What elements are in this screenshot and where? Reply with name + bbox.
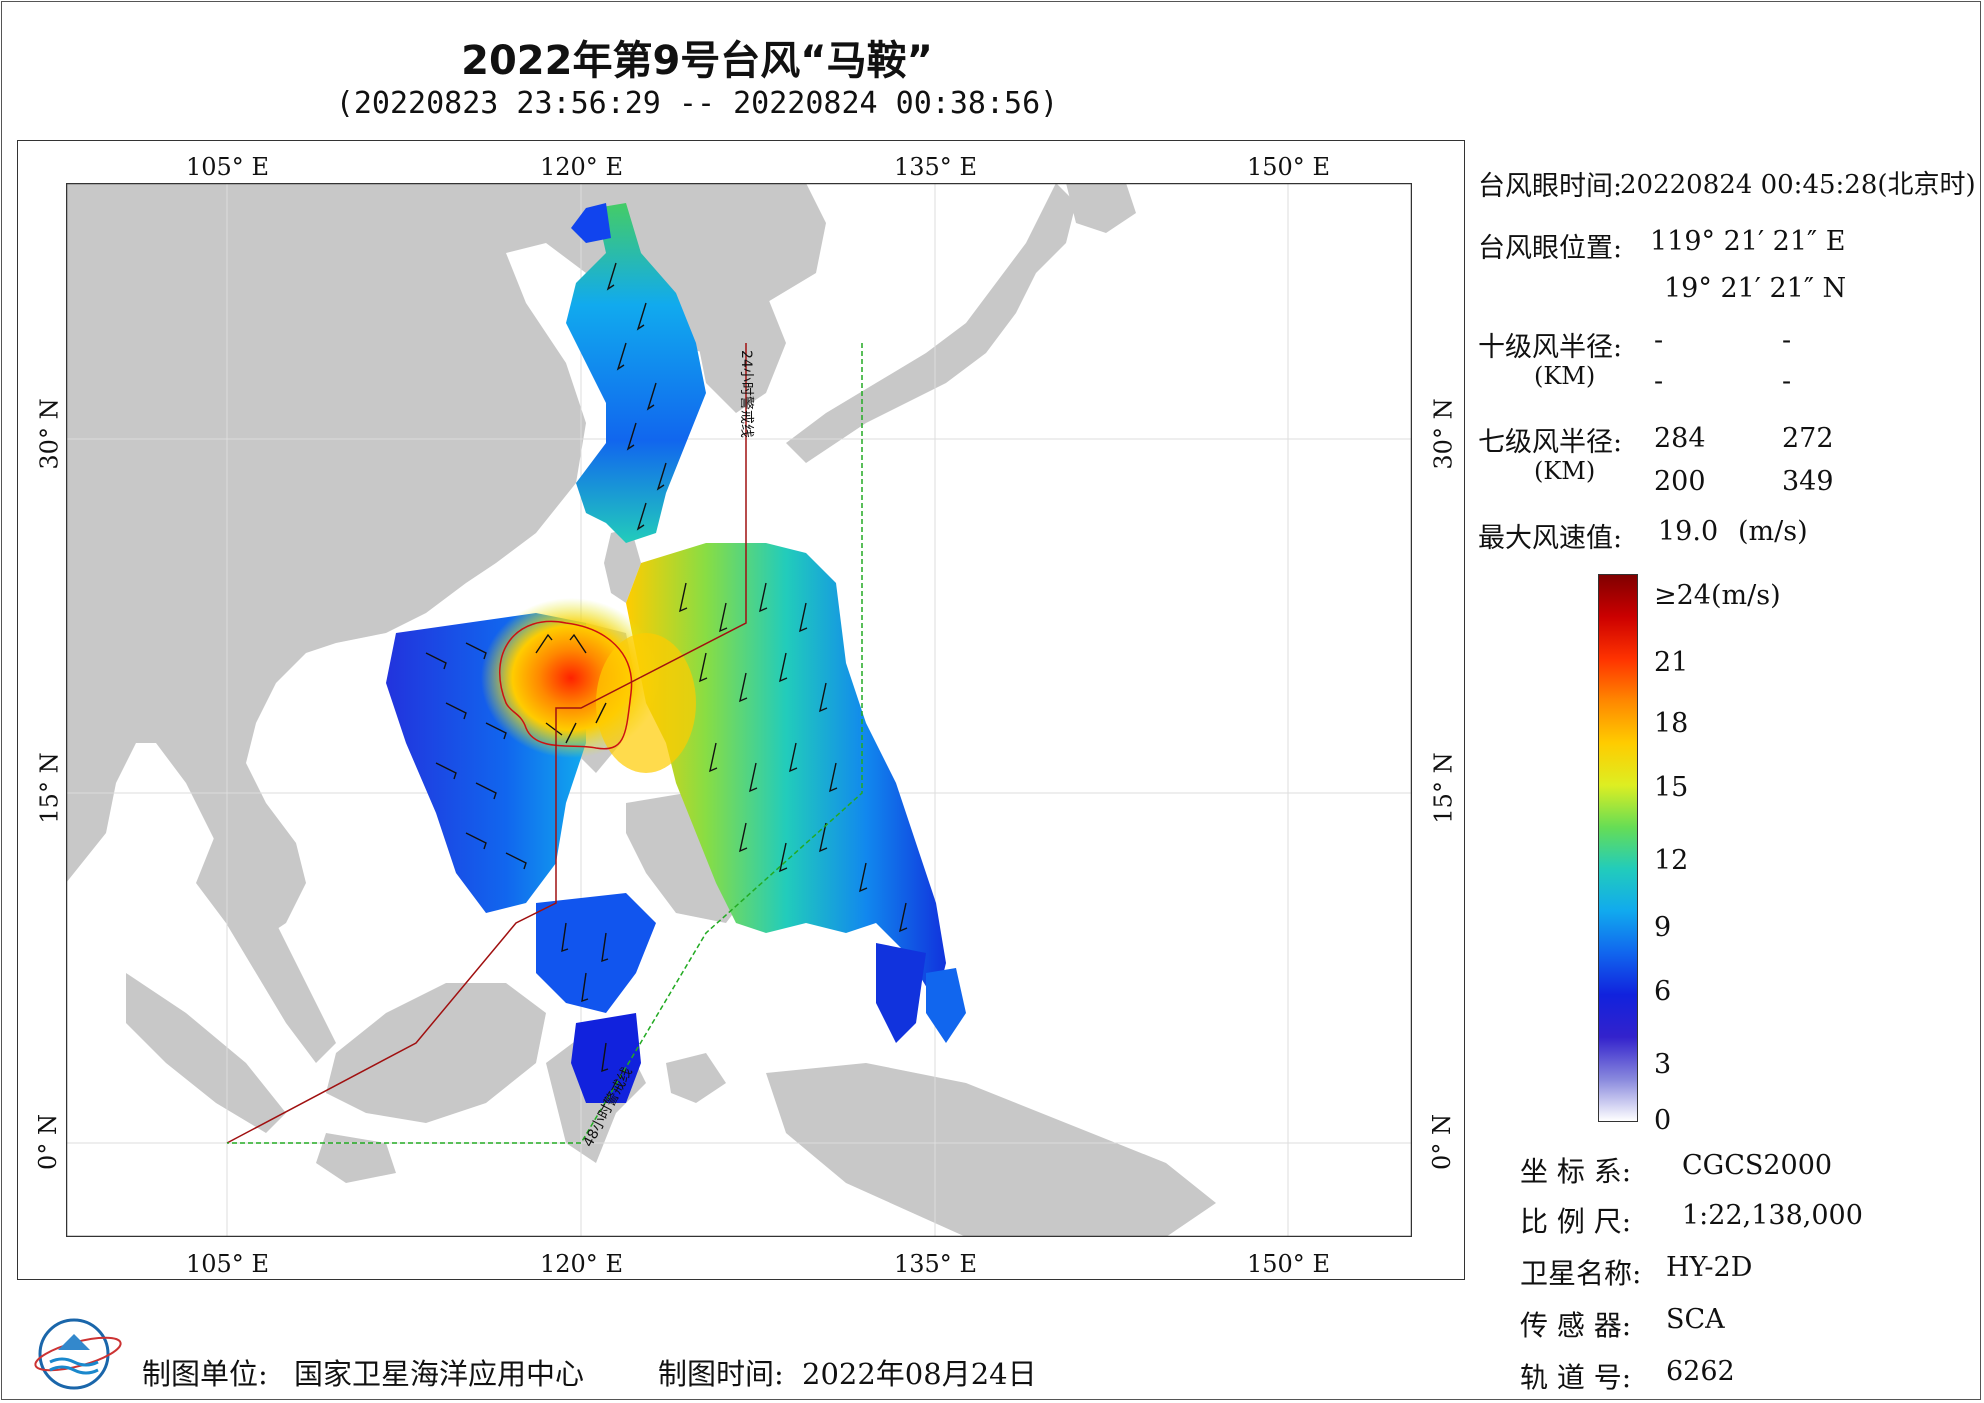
eye-pos-label: 台风眼位置: xyxy=(1478,233,1623,264)
colorbar-label-0: 0 xyxy=(1654,1105,1672,1136)
warning-line-24h-label: 24小时警戒线 xyxy=(738,350,754,438)
page-title: 2022年第9号台风“马鞍” xyxy=(461,38,933,84)
r10-value-nw: - xyxy=(1782,366,1792,397)
colorbar-label-6: 6 xyxy=(1654,976,1672,1007)
colorbar-label-3: 3 xyxy=(1654,1049,1672,1080)
colorbar-label-24: ≥24(m/s) xyxy=(1654,580,1781,611)
r10-value-se: - xyxy=(1782,325,1792,356)
r10-value-sw: - xyxy=(1654,366,1664,397)
warning-line-24h xyxy=(226,343,747,1144)
crs-label: 坐 标 系: xyxy=(1520,1155,1632,1188)
production-time-value: 2022年08月24日 xyxy=(802,1357,1037,1391)
r7-unit: (KM) xyxy=(1534,457,1596,485)
wind-speed-colorbar xyxy=(1598,574,1638,1122)
sensor-label: 传 感 器: xyxy=(1520,1309,1632,1342)
satellite-label: 卫星名称: xyxy=(1520,1257,1642,1290)
sensor-value: SCA xyxy=(1666,1304,1725,1335)
scale-label: 比 例 尺: xyxy=(1520,1205,1632,1238)
r10-value-ne: - xyxy=(1654,325,1664,356)
warning-line-48h xyxy=(227,343,863,1144)
production-time-label: 制图时间: xyxy=(658,1357,784,1391)
max-wind-label: 最大风速值: xyxy=(1478,523,1623,554)
lon-tick-top-150: 150° E xyxy=(1247,153,1330,181)
lat-tick-right-30: 30° N xyxy=(1429,398,1458,470)
time-range-subtitle: (20220823 23:56:29 -- 20220824 00:38:56) xyxy=(335,86,1059,121)
lat-tick-right-0: 0° N xyxy=(1427,1114,1456,1170)
lat-tick-right-15: 15° N xyxy=(1429,752,1458,824)
r7-value-se: 272 xyxy=(1782,423,1834,454)
r10-unit: (KM) xyxy=(1534,362,1596,390)
scale-value: 1:22,138,000 xyxy=(1682,1200,1863,1231)
r7-value-ne: 284 xyxy=(1654,423,1706,454)
r10-label: 十级风半径: xyxy=(1478,332,1623,363)
map-axis-box xyxy=(66,183,1412,1237)
colorbar-label-18: 18 xyxy=(1654,708,1689,739)
wind-radius-circle xyxy=(499,620,633,750)
satellite-value: HY-2D xyxy=(1666,1252,1753,1283)
map-frame xyxy=(17,140,1465,1280)
lon-tick-top-135: 135° E xyxy=(894,153,977,181)
lon-tick-bottom-150: 150° E xyxy=(1247,1250,1330,1278)
producer-value: 国家卫星海洋应用中心 xyxy=(294,1357,585,1391)
eye-lon: 119° 21′ 21″ E xyxy=(1650,226,1846,257)
colorbar-label-12: 12 xyxy=(1654,845,1689,876)
lon-tick-bottom-135: 135° E xyxy=(894,1250,977,1278)
r7-value-sw: 200 xyxy=(1654,466,1706,497)
lon-tick-bottom-105: 105° E xyxy=(186,1250,269,1278)
colorbar-label-15: 15 xyxy=(1654,772,1689,803)
r7-label: 七级风半径: xyxy=(1478,427,1623,458)
lat-tick-left-15: 15° N xyxy=(35,752,64,824)
colorbar-label-9: 9 xyxy=(1654,912,1672,943)
lon-tick-top-120: 120° E xyxy=(540,153,623,181)
producer-label: 制图单位: xyxy=(142,1357,268,1391)
orbit-label: 轨 道 号: xyxy=(1520,1361,1632,1394)
crs-value: CGCS2000 xyxy=(1682,1150,1833,1181)
orbit-value: 6262 xyxy=(1666,1356,1735,1387)
lat-tick-left-0: 0° N xyxy=(33,1114,62,1170)
max-wind-value: 19.0 xyxy=(1658,516,1719,547)
eye-lat: 19° 21′ 21″ N xyxy=(1664,273,1847,304)
max-wind-unit: (m/s) xyxy=(1738,516,1808,547)
lon-tick-bottom-120: 120° E xyxy=(540,1250,623,1278)
eye-time-label: 台风眼时间: xyxy=(1478,171,1623,202)
wind-field-map[interactable]: 24小时警戒线 48小时警戒线 xyxy=(66,183,1412,1237)
eye-time-value: 20220824 00:45:28(北京时) xyxy=(1620,170,1976,200)
r7-value-nw: 349 xyxy=(1782,466,1834,497)
nsoas-logo-icon xyxy=(34,1318,122,1390)
lat-tick-left-30: 30° N xyxy=(35,398,64,470)
colorbar-label-21: 21 xyxy=(1654,647,1689,678)
lon-tick-top-105: 105° E xyxy=(186,153,269,181)
wind-barbs xyxy=(425,262,908,1073)
land-masses xyxy=(66,183,1216,1237)
